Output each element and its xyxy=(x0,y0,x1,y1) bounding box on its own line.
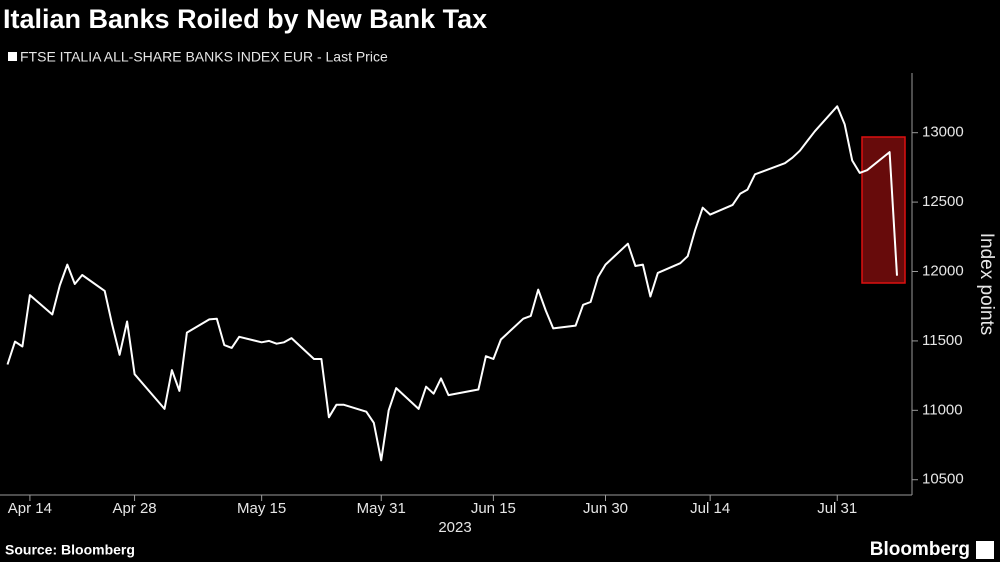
x-tick-label: Apr 14 xyxy=(8,500,52,517)
highlight-box xyxy=(861,136,906,284)
brand: Bloomberg xyxy=(870,539,970,560)
x-tick-label: Apr 28 xyxy=(112,500,156,517)
chart-title: Italian Banks Roiled by New Bank Tax xyxy=(3,4,487,34)
x-tick-label: Jul 31 xyxy=(817,500,857,517)
y-tick-label: 12500 xyxy=(922,193,964,210)
brand-icon xyxy=(976,541,994,559)
y-tick-label: 11000 xyxy=(922,401,963,418)
source: Source: Bloomberg xyxy=(5,542,135,558)
x-tick-label: Jun 15 xyxy=(471,500,516,517)
legend-swatch xyxy=(8,52,17,61)
y-tick-label: 11500 xyxy=(922,332,963,349)
series-line xyxy=(6,105,898,462)
x-tick-label: May 15 xyxy=(237,500,286,517)
y-tick-label: 13000 xyxy=(922,124,964,141)
x-tick-label: Jun 30 xyxy=(583,500,628,517)
x-axis-label: 2023 xyxy=(438,519,471,536)
x-tick-label: Jul 14 xyxy=(690,500,730,517)
y-tick-label: 10500 xyxy=(922,471,964,488)
legend-label: FTSE ITALIA ALL-SHARE BANKS INDEX EUR - … xyxy=(20,49,388,65)
y-axis-label: Index points xyxy=(976,233,997,335)
x-tick-label: May 31 xyxy=(357,500,406,517)
y-tick-label: 12000 xyxy=(922,262,964,279)
